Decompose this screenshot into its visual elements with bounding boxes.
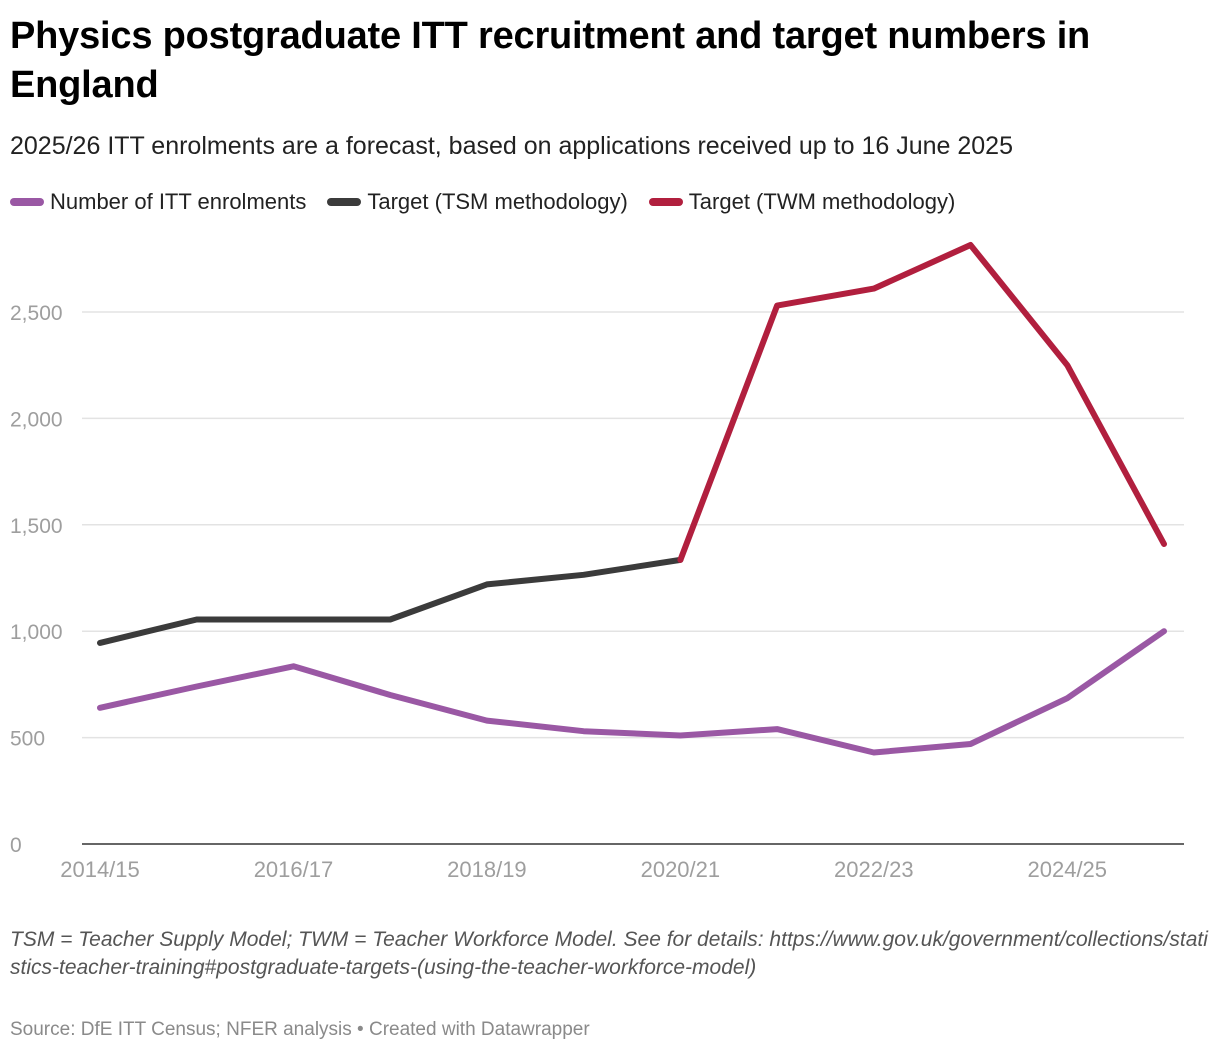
y-tick-label: 500 [10,728,45,751]
x-axis-tick-labels: 2014/15 2016/17 2018/19 2020/21 2022/23 2024/… [60,857,1107,882]
y-tick-label: 1,000 [10,621,63,644]
series-line-enrolments [97,628,1167,756]
x-tick-label: 2014/15 [60,857,140,882]
y-tick-label: 0 [10,834,22,857]
legend-label-enrolments: Number of ITT enrolments [50,189,307,214]
legend-swatch-enrolments [10,198,44,206]
x-tick-label: 2024/25 [1028,857,1108,882]
chart-title: Physics postgraduate ITT recruitment and… [10,15,1091,106]
legend-item-twm: Target (TWM methodology) [648,189,956,215]
chart-source: Source: DfE ITT Census; NFER analysis • … [10,1019,590,1040]
series-line-tsm [97,556,684,646]
x-tick-label: 2018/19 [447,857,527,882]
legend-swatch-tsm [327,198,362,206]
y-tick-label: 2,500 [10,302,63,325]
legend-label-twm: Target (TWM methodology) [688,189,956,214]
series-line-twm [677,242,1167,563]
legend-item-enrolments: Number of ITT enrolments [10,189,306,215]
gridlines [82,311,1184,739]
y-tick-label: 2,000 [10,408,63,431]
y-tick-label: 1,500 [10,515,63,538]
legend-item-tsm: Target (TSM methodology) [327,189,628,215]
x-tick-label: 2020/21 [641,857,721,882]
legend: Number of ITT enrolments Target (TSM met… [10,189,976,215]
chart-notes: TSM = Teacher Supply Model; TWM = Teache… [10,928,1208,979]
legend-swatch-twm [648,198,683,206]
x-tick-label: 2016/17 [254,857,334,882]
legend-label-tsm: Target (TSM methodology) [367,189,628,214]
x-tick-label: 2022/23 [834,857,914,882]
chart-subtitle: 2025/26 ITT enrolments are a forecast, b… [10,132,1013,160]
series-lines [97,242,1167,756]
y-axis-tick-labels: 0 500 1,000 1,500 2,000 2,500 [10,302,63,857]
